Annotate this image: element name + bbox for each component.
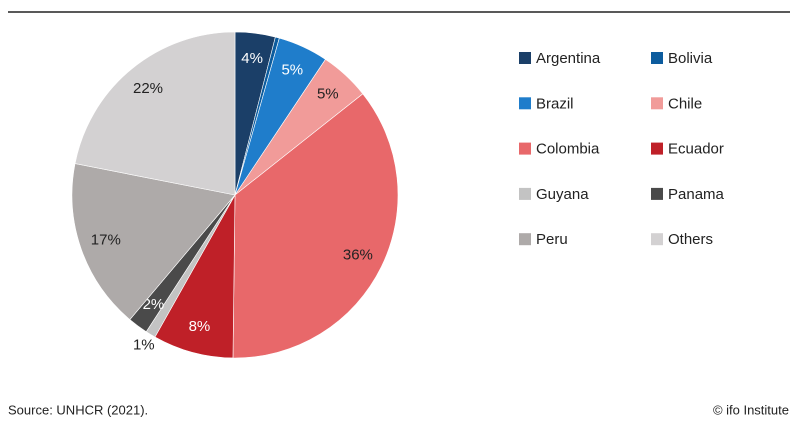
legend-swatch <box>651 187 663 200</box>
legend-label: Ecuador <box>668 141 724 158</box>
pie-slice <box>232 93 399 359</box>
legend-swatch <box>519 142 531 155</box>
data-label: 17% <box>91 231 121 248</box>
data-label: 5% <box>281 62 303 79</box>
data-label: 22% <box>133 80 163 97</box>
legend-label: Peru <box>536 231 568 248</box>
legend-label: Brazil <box>536 95 574 112</box>
data-label: 1% <box>133 337 155 354</box>
legend-label: Guyana <box>536 186 589 203</box>
legend-label: Bolivia <box>668 50 713 67</box>
legend-label: Argentina <box>536 50 601 67</box>
pie-slice <box>74 31 236 196</box>
pie-slice <box>71 163 236 320</box>
legend-label: Others <box>668 231 713 248</box>
legend-swatch <box>519 233 531 246</box>
legend-swatch <box>519 187 531 200</box>
legend-swatch <box>519 97 531 110</box>
data-label: 4% <box>241 50 263 67</box>
legend-swatch <box>651 142 663 155</box>
data-label: 2% <box>143 296 165 313</box>
legend-label: Panama <box>668 186 725 203</box>
data-label: 5% <box>317 85 339 102</box>
legend-swatch <box>651 52 663 64</box>
legend-label: Chile <box>668 95 702 112</box>
legend-swatch <box>651 233 663 246</box>
legend-swatch <box>519 52 531 64</box>
source: Source: UNHCR (2021). <box>8 402 148 417</box>
data-label: 36% <box>343 246 373 263</box>
legend-label: Colombia <box>536 141 600 158</box>
data-label: 8% <box>189 318 211 335</box>
credit: © ifo Institute <box>713 402 789 417</box>
legend-swatch <box>651 97 663 110</box>
